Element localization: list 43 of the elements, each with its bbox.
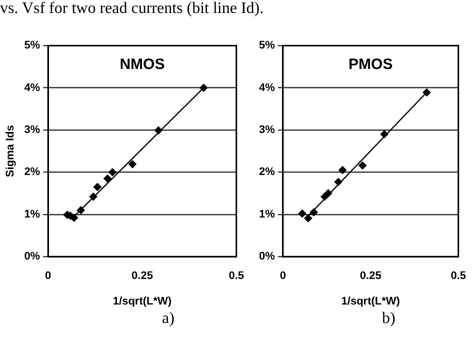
x-tick-label: 0.25 [132,270,153,282]
y-tick-label: 0% [258,250,276,263]
y-tick-label: 0% [24,250,40,263]
point [93,182,102,191]
y-tick-label: 5% [258,40,276,52]
point [380,130,388,138]
point [422,88,431,96]
y-tick-label: 4% [258,82,276,94]
point [310,208,318,216]
point [89,192,98,201]
text: a) [162,310,174,328]
point [128,160,136,168]
y-tick-label: 1% [258,208,276,220]
point [298,210,306,218]
y-tick-label: 5% [24,40,40,52]
y-tick-label: 4% [24,82,40,94]
y-tick-label: 3% [258,124,276,136]
y-tick-label: 3% [24,124,40,136]
point [334,178,342,186]
text: b) [382,310,396,328]
text: NMOS [120,56,165,74]
y-tick-label: 1% [24,208,40,220]
point [104,174,112,183]
x-tick-label: 0 [45,270,52,282]
point [108,168,116,176]
point [358,161,367,170]
x-tick-label: 0.5 [450,270,466,282]
point [338,166,347,174]
text: vs. Vsf for two read currents (bit line Id). [0,0,264,18]
point [324,189,332,198]
text: PMOS [348,56,393,74]
y-tick-label: 2% [258,166,276,178]
x-axis-title: 1/sqrt(L*W) [341,295,400,308]
x-tick-label: 0.5 [228,270,244,282]
y-axis-title: Sigma Ids [4,125,17,178]
x-tick-label: 0 [280,270,286,282]
x-tick-label: 0.25 [360,270,382,282]
point [304,214,312,222]
point [154,126,162,134]
y-tick-label: 2% [24,166,40,178]
x-axis-title: 1/sqrt(L*W) [112,295,172,308]
point [200,84,208,92]
point [76,206,85,214]
